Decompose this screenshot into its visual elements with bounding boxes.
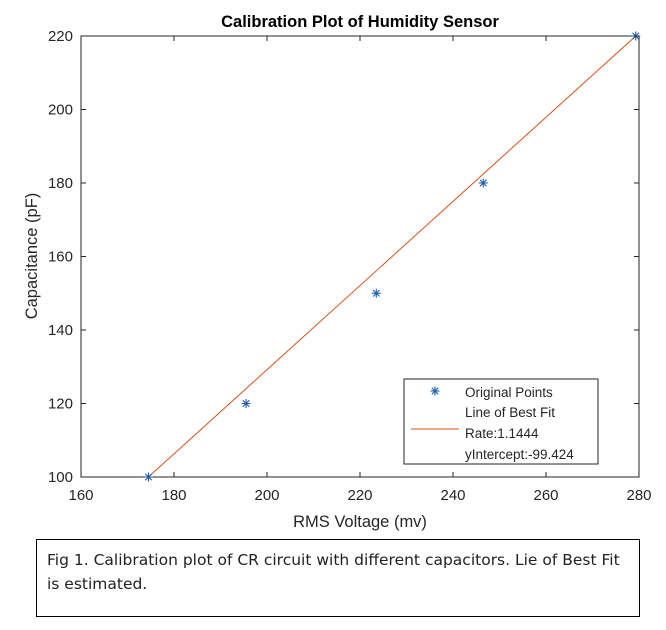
x-axis-label: RMS Voltage (mv): [293, 513, 427, 531]
y-tick-label: 120: [48, 396, 73, 413]
data-point: [241, 399, 251, 408]
legend-label: Rate:1.1444: [465, 426, 539, 441]
data-point: [478, 178, 488, 188]
data-point: [143, 472, 153, 482]
legend-entry: yIntercept:-99.424: [465, 447, 574, 462]
calibration-chart: Calibration Plot of Humidity Sensor 160 1…: [23, 13, 652, 531]
y-tick-label: 140: [48, 322, 73, 339]
legend-entry: Rate:1.1444: [411, 426, 539, 441]
y-tick-label: 160: [48, 249, 73, 266]
legend-entry: Original Points: [430, 385, 553, 400]
x-tick-label: 260: [533, 487, 558, 504]
legend-items: Original Points Line of Best Fit Rate:1.14…: [411, 385, 574, 462]
x-tick-label: 200: [254, 487, 279, 504]
x-tick-label: 240: [440, 487, 465, 504]
x-tick-label: 180: [161, 487, 186, 504]
legend-entry: Line of Best Fit: [465, 405, 555, 420]
y-axis-label: Capacitance (pF): [23, 193, 41, 320]
data-point: [371, 288, 381, 298]
x-tick-label: 220: [347, 487, 372, 504]
caption-text: Fig 1. Calibration plot of CR circuit wi…: [47, 551, 620, 593]
y-tick-label: 200: [48, 102, 73, 119]
legend-label: yIntercept:-99.424: [465, 447, 574, 462]
best-fit-line: [148, 35, 637, 478]
y-tick-label: 180: [48, 175, 73, 192]
figure-caption: Fig 1. Calibration plot of CR circuit wi…: [36, 539, 640, 617]
y-tick-label: 220: [48, 28, 73, 45]
x-tick-label: 160: [68, 487, 93, 504]
chart-title: Calibration Plot of Humidity Sensor: [221, 13, 499, 31]
x-tick-label: 280: [626, 487, 651, 504]
legend: Original Points Line of Best Fit Rate:1.14…: [403, 378, 599, 465]
plot-area: 160 180 200 220 240 260 280 100 120 140 160 180 200 2…: [48, 28, 652, 504]
legend-label: Original Points: [465, 385, 553, 400]
legend-box: [403, 378, 599, 465]
ticks-layer: 160 180 200 220 240 260 280 100 120 140 160 180 200 2…: [48, 28, 652, 504]
legend-label: Line of Best Fit: [465, 405, 555, 420]
y-tick-label: 100: [48, 469, 73, 486]
